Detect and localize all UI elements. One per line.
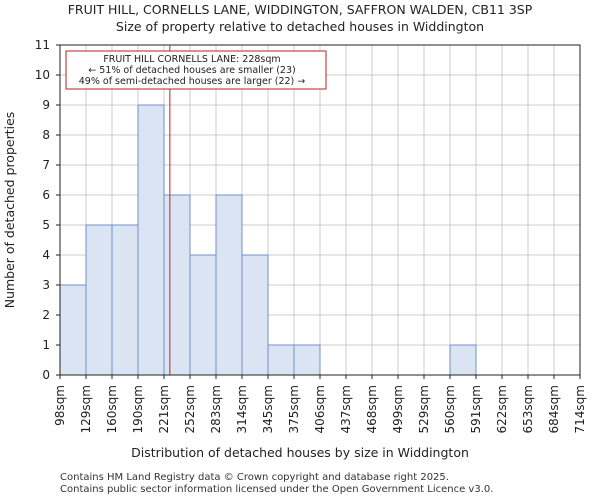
bar bbox=[189, 254, 217, 376]
x-tick-label: 375sqm bbox=[287, 385, 301, 433]
x-tick-label: 406sqm bbox=[313, 385, 327, 433]
x-tick-label: 560sqm bbox=[443, 385, 457, 433]
bar bbox=[215, 194, 243, 376]
x-tick-label: 714sqm bbox=[573, 385, 587, 433]
x-tick-label: 252sqm bbox=[183, 385, 197, 433]
y-tick-label: 3 bbox=[42, 278, 50, 292]
bar bbox=[111, 224, 139, 376]
y-axis-ticks: 0 1 2 3 4 5 6 7 8 9 10 11 bbox=[35, 38, 60, 382]
y-tick-label: 5 bbox=[42, 218, 50, 232]
x-tick-label: 437sqm bbox=[339, 385, 353, 433]
annotation-line-2: ← 51% of detached houses are smaller (23… bbox=[88, 65, 295, 76]
chart-subtitle: Size of property relative to detached ho… bbox=[116, 19, 484, 34]
bar bbox=[85, 224, 113, 376]
plot-frame bbox=[59, 44, 581, 376]
y-tick-label: 0 bbox=[42, 368, 50, 382]
y-tick-label: 8 bbox=[42, 128, 50, 142]
chart-title: FRUIT HILL, CORNELLS LANE, WIDDINGTON, S… bbox=[68, 2, 533, 17]
y-tick-label: 4 bbox=[42, 248, 50, 262]
x-tick-label: 160sqm bbox=[105, 385, 119, 433]
x-tick-label: 283sqm bbox=[209, 385, 223, 433]
y-tick-label: 10 bbox=[35, 68, 50, 82]
annotation-frame bbox=[65, 50, 327, 90]
annotation-line-1: FRUIT HILL CORNELLS LANE: 228sqm bbox=[103, 54, 280, 65]
x-tick-label: 314sqm bbox=[235, 385, 249, 433]
x-tick-label: 591sqm bbox=[469, 385, 483, 433]
x-tick-label: 653sqm bbox=[521, 385, 535, 433]
x-axis-ticks: 98sqm 129sqm 160sqm 190sqm 221sqm 252sqm 283sq… bbox=[53, 375, 587, 433]
bar bbox=[137, 104, 165, 376]
x-axis-label: Distribution of detached houses by size … bbox=[131, 445, 469, 460]
annotation-line-3: 49% of semi-detached houses are larger (… bbox=[79, 76, 306, 87]
footer-line-1: Contains HM Land Registry data © Crown c… bbox=[60, 472, 449, 483]
bar bbox=[163, 194, 191, 376]
x-tick-label: 468sqm bbox=[365, 385, 379, 433]
footer-line-2: Contains public sector information licen… bbox=[60, 484, 494, 495]
bar bbox=[449, 344, 477, 376]
bar bbox=[241, 254, 269, 376]
bar bbox=[267, 344, 295, 376]
x-tick-label: 622sqm bbox=[495, 385, 509, 433]
y-tick-label: 1 bbox=[42, 338, 50, 352]
x-tick-label: 221sqm bbox=[157, 385, 171, 433]
y-tick-label: 11 bbox=[35, 38, 50, 52]
y-axis-label: Number of detached properties bbox=[2, 112, 17, 309]
bar bbox=[293, 344, 321, 376]
x-tick-label: 684sqm bbox=[547, 385, 561, 433]
x-tick-label: 129sqm bbox=[79, 385, 93, 433]
y-tick-label: 7 bbox=[42, 158, 50, 172]
y-tick-label: 9 bbox=[42, 98, 50, 112]
bars bbox=[59, 104, 477, 376]
annotation-box: FRUIT HILL CORNELLS LANE: 228sqm ← 51% o… bbox=[65, 50, 327, 90]
x-tick-label: 190sqm bbox=[131, 385, 145, 433]
x-tick-label: 345sqm bbox=[261, 385, 275, 433]
x-tick-label: 499sqm bbox=[391, 385, 405, 433]
x-tick-label: 98sqm bbox=[53, 385, 67, 426]
y-tick-label: 2 bbox=[42, 308, 50, 322]
x-tick-label: 529sqm bbox=[417, 385, 431, 433]
y-tick-label: 6 bbox=[42, 188, 50, 202]
bar bbox=[59, 284, 87, 376]
